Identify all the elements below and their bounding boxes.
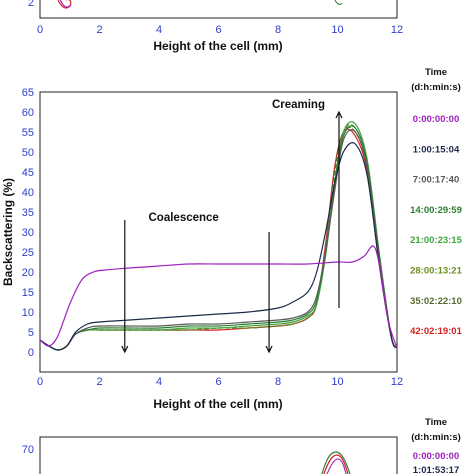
y-tick-label: 40 [22,187,34,199]
legend-entry: 28:00:13:21 [410,266,462,277]
annotation-arrowhead [335,110,343,119]
x-tick-label: 2 [96,376,102,388]
y-tick-label: 35 [22,207,34,219]
y-tick-label: 45 [22,167,34,179]
legend-entry: 21:00:23:15 [410,235,462,246]
top-x-tick-label: 2 [96,24,102,36]
top-x-tick-label: 4 [156,24,162,36]
bottom-panel: Time (d:h:min:s) 70 0:00:00:00 1:01:53:1… [22,417,461,474]
y-tick-label: 50 [22,147,34,159]
top-x-tick-label: 12 [391,24,403,36]
series-line [39,126,398,351]
y-tick-label: 0 [28,347,34,359]
series-line [39,129,398,351]
x-tick-label: 12 [391,376,403,388]
legend-title-line1: Time [425,67,447,78]
top-x-tick-label: 8 [275,24,281,36]
series-line [39,128,398,351]
top-series-trace [334,0,343,5]
main-arrows [121,110,343,354]
legend-entry: 35:02:22:10 [410,296,462,307]
y-tick-label: 60 [22,107,34,119]
top-panel: 2 0 2 4 6 8 10 12 Height of the cell (mm… [28,0,403,53]
main-panel: 0 5 10 15 20 25 30 35 40 45 50 55 60 65 0 2 4 6 8 10 12 Cre… [1,67,463,411]
y-tick-label: 25 [22,247,34,259]
x-tick-label: 4 [156,376,162,388]
coalescence-annotation: Coalescence [149,212,219,224]
main-legend: 0:00:00:00 1:00:15:04 7:00:17:40 14:00:29:5… [410,114,462,337]
top-x-tick-label: 0 [37,24,43,36]
y-tick-label: 5 [28,327,34,339]
y-tick-label: 30 [22,227,34,239]
x-tick-label: 6 [215,376,221,388]
x-tick-label: 0 [37,376,43,388]
series-line [39,125,398,351]
top-x-axis-title: Height of the cell (mm) [153,39,282,53]
series-line [39,121,398,351]
series-line [39,142,398,351]
main-y-axis-title: Backscattering (%) [1,178,15,286]
legend-entry: 0:00:00:00 [413,114,459,125]
main-x-axis-title: Height of the cell (mm) [153,397,282,411]
bottom-legend-entry: 1:01:53:17 [413,465,459,474]
series-line [39,245,398,349]
main-series-group [39,121,398,351]
top-y-tick-label: 2 [28,0,34,9]
y-tick-label: 55 [22,127,34,139]
bottom-y-tick-label: 70 [22,444,34,456]
bottom-legend-entry: 0:00:00:00 [413,451,459,462]
y-tick-label: 20 [22,267,34,279]
legend-entry: 42:02:19:01 [410,326,462,337]
main-plot-frame [39,91,398,373]
bottom-legend-title-line1: Time [425,417,447,428]
y-tick-label: 10 [22,307,34,319]
main-y-ticks: 0 5 10 15 20 25 30 35 40 45 50 55 60 65 [22,87,34,359]
bottom-plot-frame [39,436,398,474]
bottom-legend-title-line2: (d:h:min:s) [411,432,461,443]
legend-title-line2: (d:h:min:s) [411,82,461,93]
x-tick-label: 10 [331,376,343,388]
series-line [39,124,398,351]
top-x-tick-label: 6 [215,24,221,36]
top-x-tick-label: 10 [331,24,343,36]
bottom-series-trace [323,454,349,474]
x-tick-label: 8 [275,376,281,388]
bottom-series-trace [326,458,347,474]
bottom-series-trace [321,451,351,474]
legend-entry: 7:00:17:40 [413,175,459,186]
creaming-annotation: Creaming [272,99,325,111]
legend-entry: 14:00:29:59 [410,205,462,216]
y-tick-label: 65 [22,87,34,99]
top-series-trace [59,0,72,8]
legend-entry: 1:00:15:04 [413,144,460,155]
y-tick-label: 15 [22,287,34,299]
main-x-ticks: 0 2 4 6 8 10 12 [37,376,403,388]
annotation-arrowhead [121,345,129,354]
top-plot-frame [39,0,398,19]
top-x-ticks: 0 2 4 6 8 10 12 [37,24,403,36]
annotation-arrowhead [265,345,273,354]
